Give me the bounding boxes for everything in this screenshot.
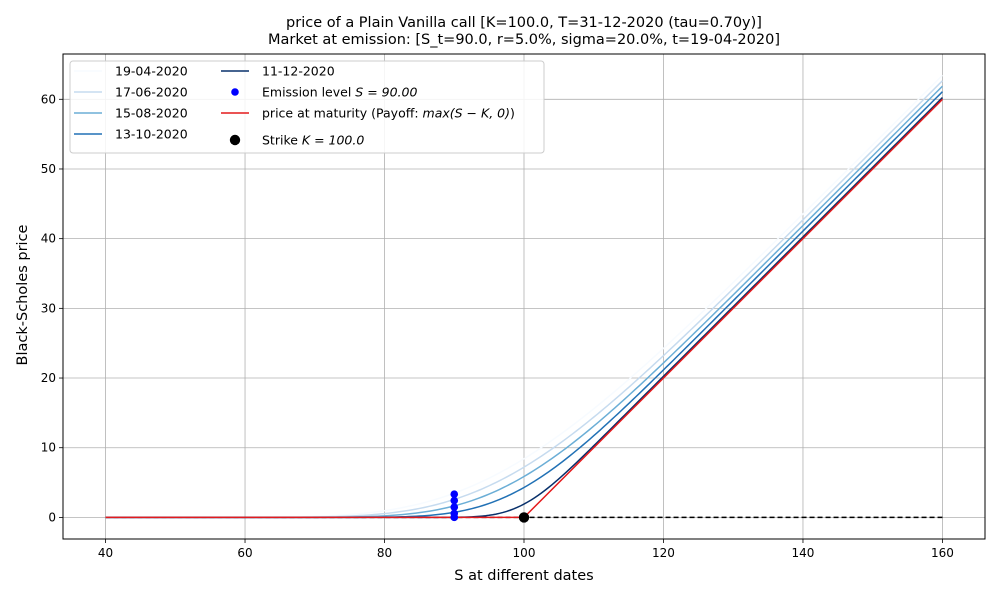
chart-subtitle: Market at emission: [S_t=90.0, r=5.0%, s… [268,32,780,48]
x-tick-label: 100 [513,546,536,560]
legend-label-emission: Emission level S = 90.00 [262,85,417,100]
x-tick-label: 60 [237,546,252,560]
x-axis-ticks: 40 60 80 100 120 140 160 [98,539,954,560]
y-tick-label: 40 [41,232,56,246]
emission-point-2 [450,496,459,505]
x-tick-label: 140 [792,546,815,560]
strike-point [518,512,530,523]
y-tick-label: 60 [41,92,56,106]
legend: 19-04-2020 17-06-2020 15-08-2020 13-10-2020… [69,60,545,154]
emission-point-1 [450,490,459,498]
y-tick-label: 50 [41,162,56,176]
y-tick-label: 20 [41,371,56,385]
legend-label-series-4: 13-10-2020 [115,127,188,142]
y-axis-label: Black-Scholes price [15,224,31,365]
emission-point-5 [450,513,459,522]
emission-point-3 [450,503,459,511]
x-tick-label: 40 [98,546,113,560]
x-tick-label: 160 [931,546,954,560]
chart-title: price of a Plain Vanilla call [K=100.0, … [286,15,762,31]
legend-label-series-1: 19-04-2020 [115,64,188,79]
plot-markers [450,490,530,523]
legend-label-series-2: 17-06-2020 [115,85,188,100]
y-tick-label: 0 [48,510,56,524]
y-axis-ticks: 0 10 20 30 40 50 60 [41,92,63,524]
legend-swatch-emission [231,88,239,96]
legend-label-series-5: 11-12-2020 [262,64,335,79]
x-axis-label: S at different dates [454,568,593,584]
x-tick-label: 80 [377,546,392,560]
y-tick-label: 10 [41,441,56,455]
legend-label-strike: Strike K = 100.0 [262,133,364,148]
legend-swatch-strike [229,134,241,146]
y-tick-label: 30 [41,301,56,315]
legend-box [69,60,545,154]
legend-label-series-3: 15-08-2020 [115,106,188,121]
x-tick-label: 120 [652,546,675,560]
legend-label-payoff: price at maturity (Payoff: max(S − K, 0)… [262,106,515,121]
